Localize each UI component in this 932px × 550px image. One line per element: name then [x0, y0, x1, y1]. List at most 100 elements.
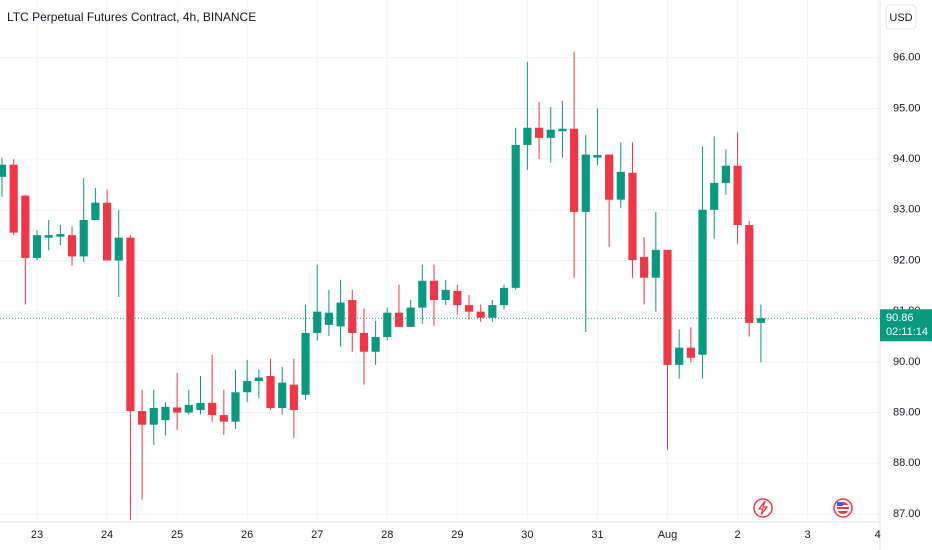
candle-body [523, 127, 532, 145]
candle-body [149, 407, 158, 425]
flag-icon[interactable] [833, 498, 853, 518]
y-tick-label: 92.00 [893, 254, 921, 266]
x-tick-label: 3 [805, 529, 811, 541]
candle-body [79, 219, 88, 257]
candle-body [605, 154, 614, 200]
candle-body [44, 235, 53, 238]
candle-body [254, 377, 263, 382]
candle-body [464, 305, 474, 312]
candle-body [278, 382, 287, 408]
candle-body [640, 256, 649, 278]
candle-body [219, 415, 228, 422]
candle-body [406, 307, 415, 327]
candle-body [184, 404, 193, 413]
lightning-icon[interactable] [753, 498, 773, 518]
candle-body [756, 318, 765, 323]
candle-body [593, 155, 602, 158]
candle-body [91, 202, 100, 220]
candle-body [348, 300, 357, 333]
candle-body [138, 411, 147, 425]
candle-body [324, 312, 333, 325]
candle-body [534, 127, 544, 138]
candle-body [476, 311, 485, 318]
candle-body [0, 164, 7, 177]
x-tick-label: 31 [591, 529, 603, 541]
y-tick-label: 95.00 [893, 102, 921, 114]
y-tick-label: 90.00 [893, 356, 921, 368]
candle-body [371, 337, 380, 352]
x-tick-label: 24 [101, 529, 113, 541]
candle-body [359, 332, 369, 352]
currency-box[interactable] [885, 4, 917, 30]
grid [0, 0, 880, 522]
candle-body [102, 202, 112, 261]
candle-body [616, 171, 625, 200]
candle-body [126, 237, 135, 412]
last-price-label: 90.86 [886, 312, 914, 324]
candle-body [114, 237, 123, 261]
candle-body [32, 235, 42, 258]
candle-body [196, 402, 205, 410]
candle-body [441, 289, 450, 301]
candle-body [558, 128, 567, 132]
candle-body [383, 312, 392, 338]
candle-body [488, 305, 497, 318]
candle-body [745, 225, 754, 323]
y-tick-label: 87.00 [893, 508, 921, 520]
candle-body [675, 347, 684, 365]
price-axis-bg [880, 0, 932, 550]
y-tick-label: 94.00 [893, 153, 921, 165]
candle-body [453, 290, 462, 306]
x-tick-label: 27 [311, 529, 323, 541]
candle-body [499, 287, 509, 306]
x-tick-label: 25 [171, 529, 183, 541]
candle-body [663, 249, 672, 365]
x-tick-label: 28 [381, 529, 393, 541]
currency[interactable]: USD [889, 12, 912, 24]
axes: 87.0088.0089.0090.0091.0092.0093.0094.00… [31, 52, 921, 541]
x-tick-label: 23 [31, 529, 43, 541]
x-tick-label: 2 [734, 529, 740, 541]
candle-body [313, 311, 322, 333]
candle-body [733, 165, 742, 226]
candle-body [173, 407, 182, 413]
countdown: 02:11:14 [886, 326, 928, 338]
candle-body [231, 392, 240, 422]
candle-body [243, 381, 252, 393]
candle-body [721, 165, 730, 183]
x-tick-label: 26 [241, 529, 253, 541]
last-price-box [880, 309, 932, 342]
y-tick-label: 93.00 [893, 204, 921, 216]
candle-body [336, 302, 345, 327]
x-tick-label: 30 [521, 529, 533, 541]
candles [0, 51, 880, 520]
candle-body [289, 384, 298, 410]
candle-body [546, 129, 555, 138]
y-tick-label: 89.00 [893, 406, 921, 418]
candle-body [67, 235, 77, 257]
candle-body [511, 144, 520, 288]
candle-body [56, 234, 65, 237]
y-tick-label: 88.00 [893, 457, 921, 469]
candle-body [651, 249, 660, 278]
x-tick-label: 29 [451, 529, 463, 541]
y-tick-label: 96.00 [893, 52, 921, 64]
candle-body [581, 154, 590, 212]
chart-title: LTC Perpetual Futures Contract, 4h, BINA… [7, 10, 256, 24]
x-tick-label: Aug [658, 529, 678, 541]
candle-body [301, 332, 310, 395]
candle-body [429, 280, 439, 301]
candle-body [698, 209, 707, 355]
candle-body [266, 376, 275, 408]
x-tick-label: 4 [875, 529, 881, 541]
candle-body [208, 402, 217, 416]
candle-body [710, 182, 719, 210]
candle-body [418, 280, 427, 308]
candle-body [628, 172, 637, 260]
candle-body [9, 164, 18, 233]
candle-body [21, 195, 30, 258]
candle-body [161, 406, 170, 421]
candle-body [570, 128, 579, 212]
